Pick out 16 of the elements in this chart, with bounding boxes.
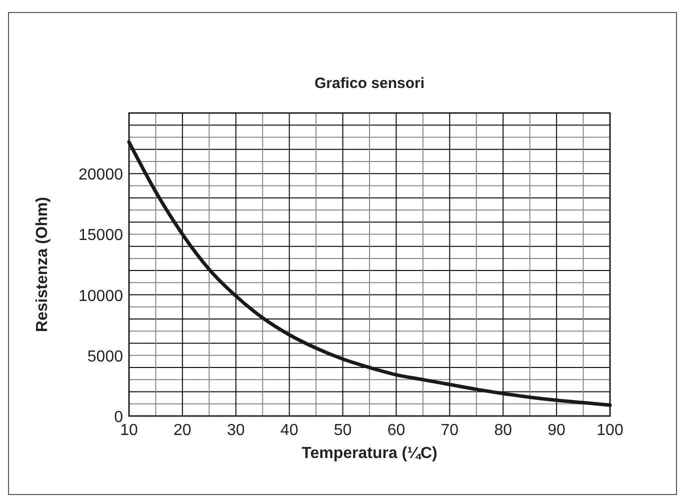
x-axis-title: Temperatura (¼C) <box>302 445 438 462</box>
x-tick-label: 90 <box>548 422 566 439</box>
chart-title: Grafico sensori <box>314 75 425 92</box>
x-tick-label: 30 <box>226 422 245 439</box>
y-tick-label: 20000 <box>78 166 124 184</box>
y-tick-label: 15000 <box>78 227 124 244</box>
y-axis-title: Resistenza (Ohm) <box>34 196 51 332</box>
x-tick-label: 50 <box>334 422 352 439</box>
x-tick-label: 20 <box>174 422 192 439</box>
x-tick-label: 60 <box>387 422 406 439</box>
x-tick-label: 40 <box>280 422 298 439</box>
x-tick-label: 80 <box>494 422 512 439</box>
x-tick-label: 100 <box>596 422 624 439</box>
y-tick-label: 10000 <box>78 288 124 305</box>
y-tick-label: 5000 <box>87 348 124 366</box>
x-tick-label: 70 <box>440 422 459 439</box>
